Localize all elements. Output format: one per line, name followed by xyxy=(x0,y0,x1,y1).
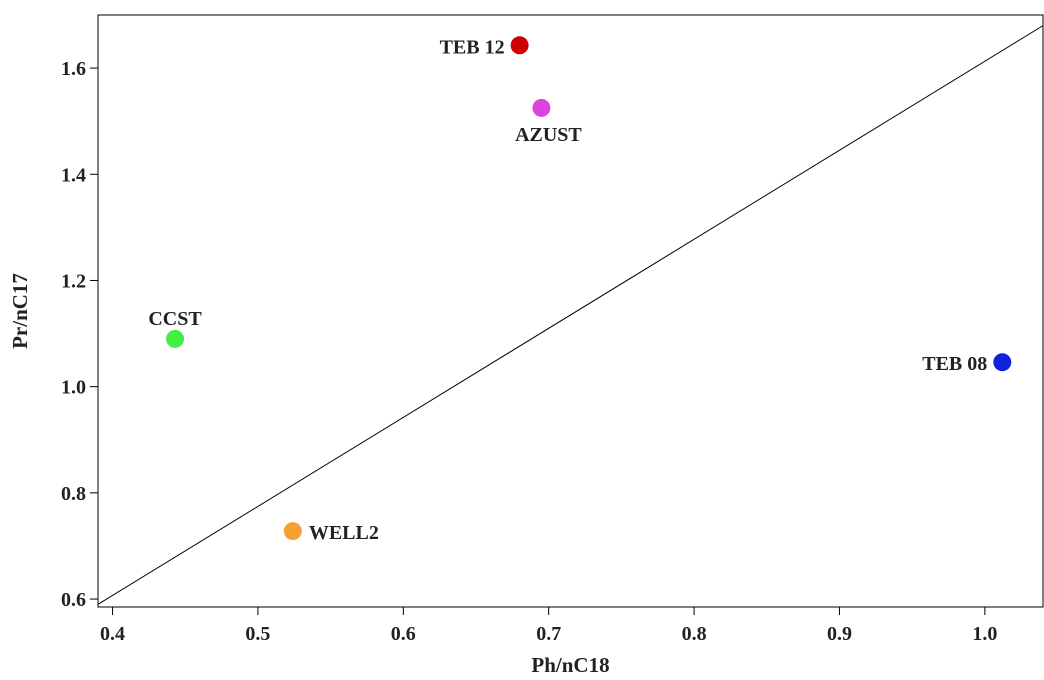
data-label-well2: WELL2 xyxy=(309,522,379,544)
y-tick-label: 1.6 xyxy=(61,58,86,80)
y-tick-label: 0.8 xyxy=(61,483,86,505)
x-tick-label: 0.7 xyxy=(536,623,561,645)
x-axis-title: Ph/nC18 xyxy=(531,653,609,677)
y-tick-label: 1.2 xyxy=(61,270,86,292)
reference-diagonal-line xyxy=(97,25,1044,605)
x-tick-label: 0.8 xyxy=(682,623,707,645)
y-tick-label: 0.6 xyxy=(61,589,86,611)
data-label-teb-12: TEB 12 xyxy=(440,36,505,58)
data-label-azust: AZUST xyxy=(515,124,582,146)
x-tick-label: 0.6 xyxy=(391,623,416,645)
data-point-teb-12 xyxy=(510,36,529,55)
data-point-teb-08 xyxy=(993,353,1012,372)
data-point-azust xyxy=(532,98,551,117)
data-point-ccst xyxy=(166,329,185,348)
x-tick-label: 0.5 xyxy=(245,623,270,645)
y-tick-label: 1.4 xyxy=(61,164,86,186)
data-label-teb-08: TEB 08 xyxy=(922,353,987,375)
x-axis: 0.4 0.5 0.6 0.7 0.8 0.9 1.0 xyxy=(100,607,997,645)
plot-area: TEB 12 AZUST CCST TEB 08 WELL2 xyxy=(97,14,1044,608)
x-tick-label: 0.9 xyxy=(827,623,852,645)
x-tick-label: 0.4 xyxy=(100,623,125,645)
y-axis: 0.6 0.8 1.0 1.2 1.4 1.6 xyxy=(61,58,98,611)
y-tick-label: 1.0 xyxy=(61,377,86,399)
data-points: TEB 12 AZUST CCST TEB 08 WELL2 xyxy=(148,36,1012,544)
plot-frame xyxy=(97,14,1044,608)
x-tick-label: 1.0 xyxy=(972,623,997,645)
data-label-ccst: CCST xyxy=(148,308,202,330)
data-point-well2 xyxy=(283,522,302,541)
y-axis-title: Pr/nC17 xyxy=(8,273,32,349)
